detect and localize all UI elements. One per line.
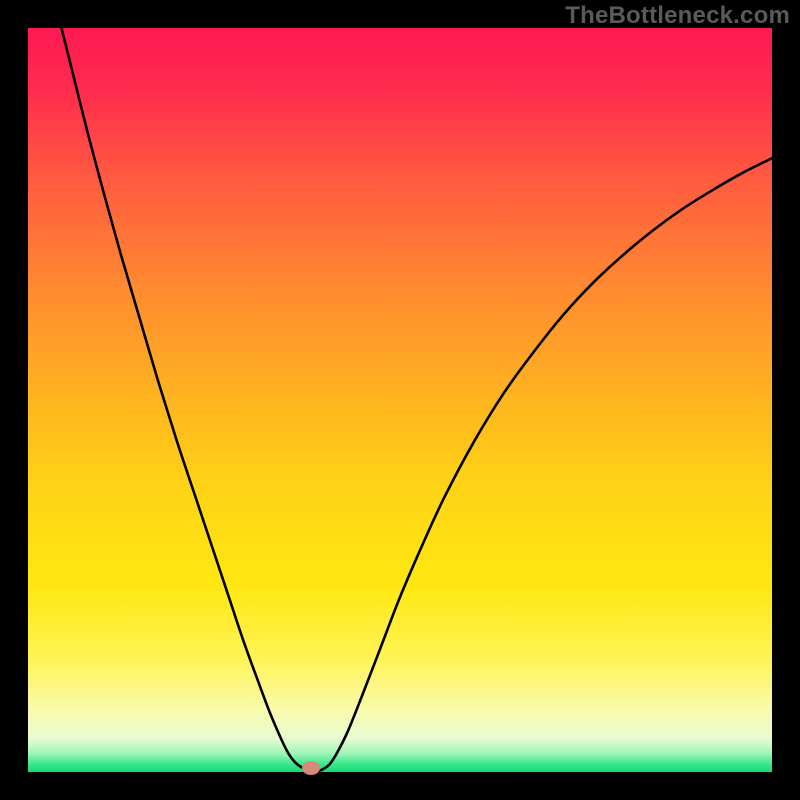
optimum-marker [302, 761, 320, 775]
chart-frame: TheBottleneck.com [0, 0, 800, 800]
bottleneck-curve [0, 0, 800, 800]
